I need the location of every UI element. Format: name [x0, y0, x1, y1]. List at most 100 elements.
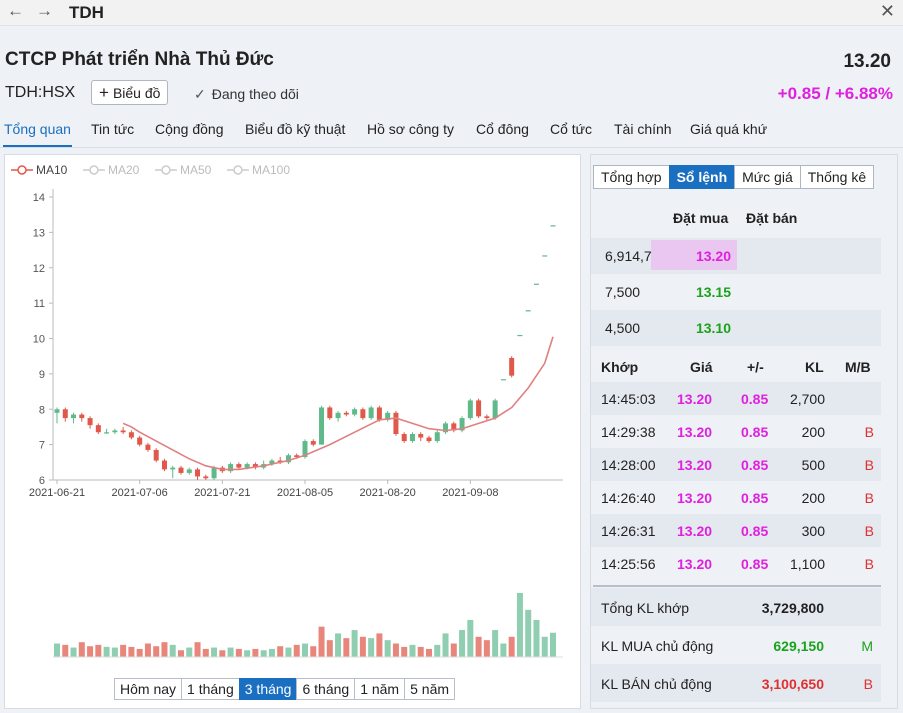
- order-price: 13.15: [695, 284, 731, 300]
- order-price-cell: 13.20: [651, 240, 737, 270]
- volume-bar: [136, 648, 143, 657]
- trade-time: 14:25:56: [601, 556, 656, 572]
- trade-price: 13.20: [677, 490, 713, 506]
- range-3-months[interactable]: 3 tháng: [238, 678, 298, 700]
- tab-order-book[interactable]: Sổ lệnh: [668, 165, 736, 189]
- range-5-years[interactable]: 5 năm: [404, 678, 456, 700]
- add-chart-button[interactable]: + Biểu đồ: [91, 80, 169, 105]
- order-row: 6,914,700 13.20: [591, 238, 881, 274]
- volume-bar: [541, 636, 548, 657]
- candle-body: [418, 434, 424, 438]
- trade-row: 14:26:31 13.20 0.85 300 B: [591, 514, 881, 547]
- legend-ma100-label: MA100: [252, 163, 291, 177]
- range-6-months[interactable]: 6 tháng: [296, 678, 356, 700]
- volume-bar: [310, 646, 317, 657]
- tab-company-profile[interactable]: Hồ sơ công ty: [367, 121, 454, 137]
- candle-body: [385, 412, 391, 420]
- x-tick-label: 2021-06-21: [29, 487, 85, 499]
- legend-ma50[interactable]: MA50: [155, 163, 211, 177]
- candle-body: [434, 432, 440, 442]
- y-tick-label: 13: [33, 227, 45, 239]
- tab-shareholders[interactable]: Cổ đông: [476, 121, 529, 137]
- legend-ma10[interactable]: MA10: [11, 163, 67, 177]
- trade-side: B: [864, 523, 874, 539]
- summary-flag: M: [861, 638, 873, 654]
- volume-bar: [268, 648, 275, 657]
- tab-technical-chart[interactable]: Biểu đồ kỹ thuật: [245, 121, 346, 137]
- trade-time: 14:26:40: [601, 490, 656, 506]
- candle-body: [302, 441, 308, 458]
- summary-flag: B: [863, 676, 873, 692]
- volume-bar: [178, 650, 184, 657]
- tab-financials[interactable]: Tài chính: [614, 121, 672, 137]
- y-tick-label: 6: [39, 475, 45, 487]
- legend-ma20-label: MA20: [108, 163, 140, 177]
- follow-toggle[interactable]: ✓ Đang theo dõi: [194, 86, 299, 103]
- back-arrow-icon[interactable]: ←: [7, 1, 24, 20]
- ma-line-icon: [83, 165, 105, 175]
- legend-ma10-label: MA10: [36, 163, 68, 177]
- candle-body: [54, 409, 60, 413]
- tab-price-history[interactable]: Giá quá khứ: [690, 121, 768, 137]
- candle-body: [319, 407, 325, 445]
- trade-row: 14:26:40 13.20 0.85 200 B: [591, 481, 881, 514]
- candle-body: [178, 467, 184, 473]
- range-today[interactable]: Hôm nay: [114, 678, 183, 700]
- trade-change: 0.85: [741, 556, 769, 572]
- tab-price-levels[interactable]: Mức giá: [734, 165, 801, 189]
- order-price: 13.10: [695, 320, 731, 336]
- tab-statistics[interactable]: Thống kê: [799, 165, 875, 189]
- volume-bar: [302, 643, 308, 657]
- range-1-year[interactable]: 1 năm: [354, 678, 406, 700]
- tab-news[interactable]: Tin tức: [91, 121, 135, 137]
- legend-ma100[interactable]: MA100: [227, 163, 290, 177]
- trade-side: B: [864, 556, 874, 572]
- trade-side: B: [864, 490, 874, 506]
- volume-bar: [219, 650, 226, 657]
- trade-volume: 200: [801, 424, 825, 440]
- y-tick-label: 8: [39, 404, 45, 416]
- volume-bar: [417, 646, 424, 657]
- window-ticker: TDH: [69, 3, 104, 22]
- close-icon[interactable]: ✕: [879, 1, 895, 21]
- tab-overview[interactable]: Tổng quan: [4, 121, 71, 137]
- tab-community[interactable]: Cộng đồng: [155, 121, 224, 137]
- legend-ma20[interactable]: MA20: [83, 163, 139, 177]
- trade-change: 0.85: [741, 490, 769, 506]
- trade-change: 0.85: [741, 457, 769, 473]
- order-row: 7,500 13.15: [591, 274, 881, 310]
- exchange-symbol: TDH:HSX: [5, 84, 76, 101]
- candle-body: [360, 409, 366, 419]
- summary-label: Tổng KL khớp: [601, 600, 690, 616]
- volume-bar: [516, 593, 523, 657]
- candle-body: [95, 425, 101, 433]
- candle-body: [310, 441, 316, 445]
- volume-bar: [62, 644, 69, 657]
- candlestick-chart[interactable]: 6 7 8 9 10 11 12 13 14 2021-06-21 2021-07-06 2021-0…: [5, 155, 580, 667]
- volume-bar: [186, 647, 193, 657]
- order-volume: 7,500: [605, 284, 641, 300]
- tab-summary[interactable]: Tổng hợp: [593, 165, 670, 189]
- trades-col-price: Giá: [690, 359, 713, 375]
- volume-bar: [169, 644, 176, 657]
- forward-arrow-icon[interactable]: →: [36, 1, 53, 20]
- trades-col-time: Khớp: [601, 359, 639, 375]
- tab-dividends[interactable]: Cổ tức: [550, 121, 593, 137]
- volume-bar: [483, 640, 490, 657]
- legend-ma50-label: MA50: [180, 163, 212, 177]
- summary-value: 629,150: [773, 638, 824, 654]
- range-1-month[interactable]: 1 tháng: [181, 678, 240, 700]
- volume-bar: [335, 633, 342, 657]
- candle-body: [285, 455, 291, 463]
- candle-body: [186, 469, 192, 473]
- volume-bar: [426, 648, 432, 657]
- add-chart-label: Biểu đồ: [112, 85, 161, 101]
- volume-bar: [244, 650, 251, 657]
- volume-bar: [252, 648, 259, 657]
- active-tab-indicator: [3, 145, 72, 147]
- candle-body: [517, 334, 523, 337]
- current-price: 13.20: [843, 51, 891, 72]
- trade-volume: 200: [801, 490, 825, 506]
- x-tick-label: 2021-07-06: [112, 487, 168, 499]
- volume-bar: [434, 644, 441, 657]
